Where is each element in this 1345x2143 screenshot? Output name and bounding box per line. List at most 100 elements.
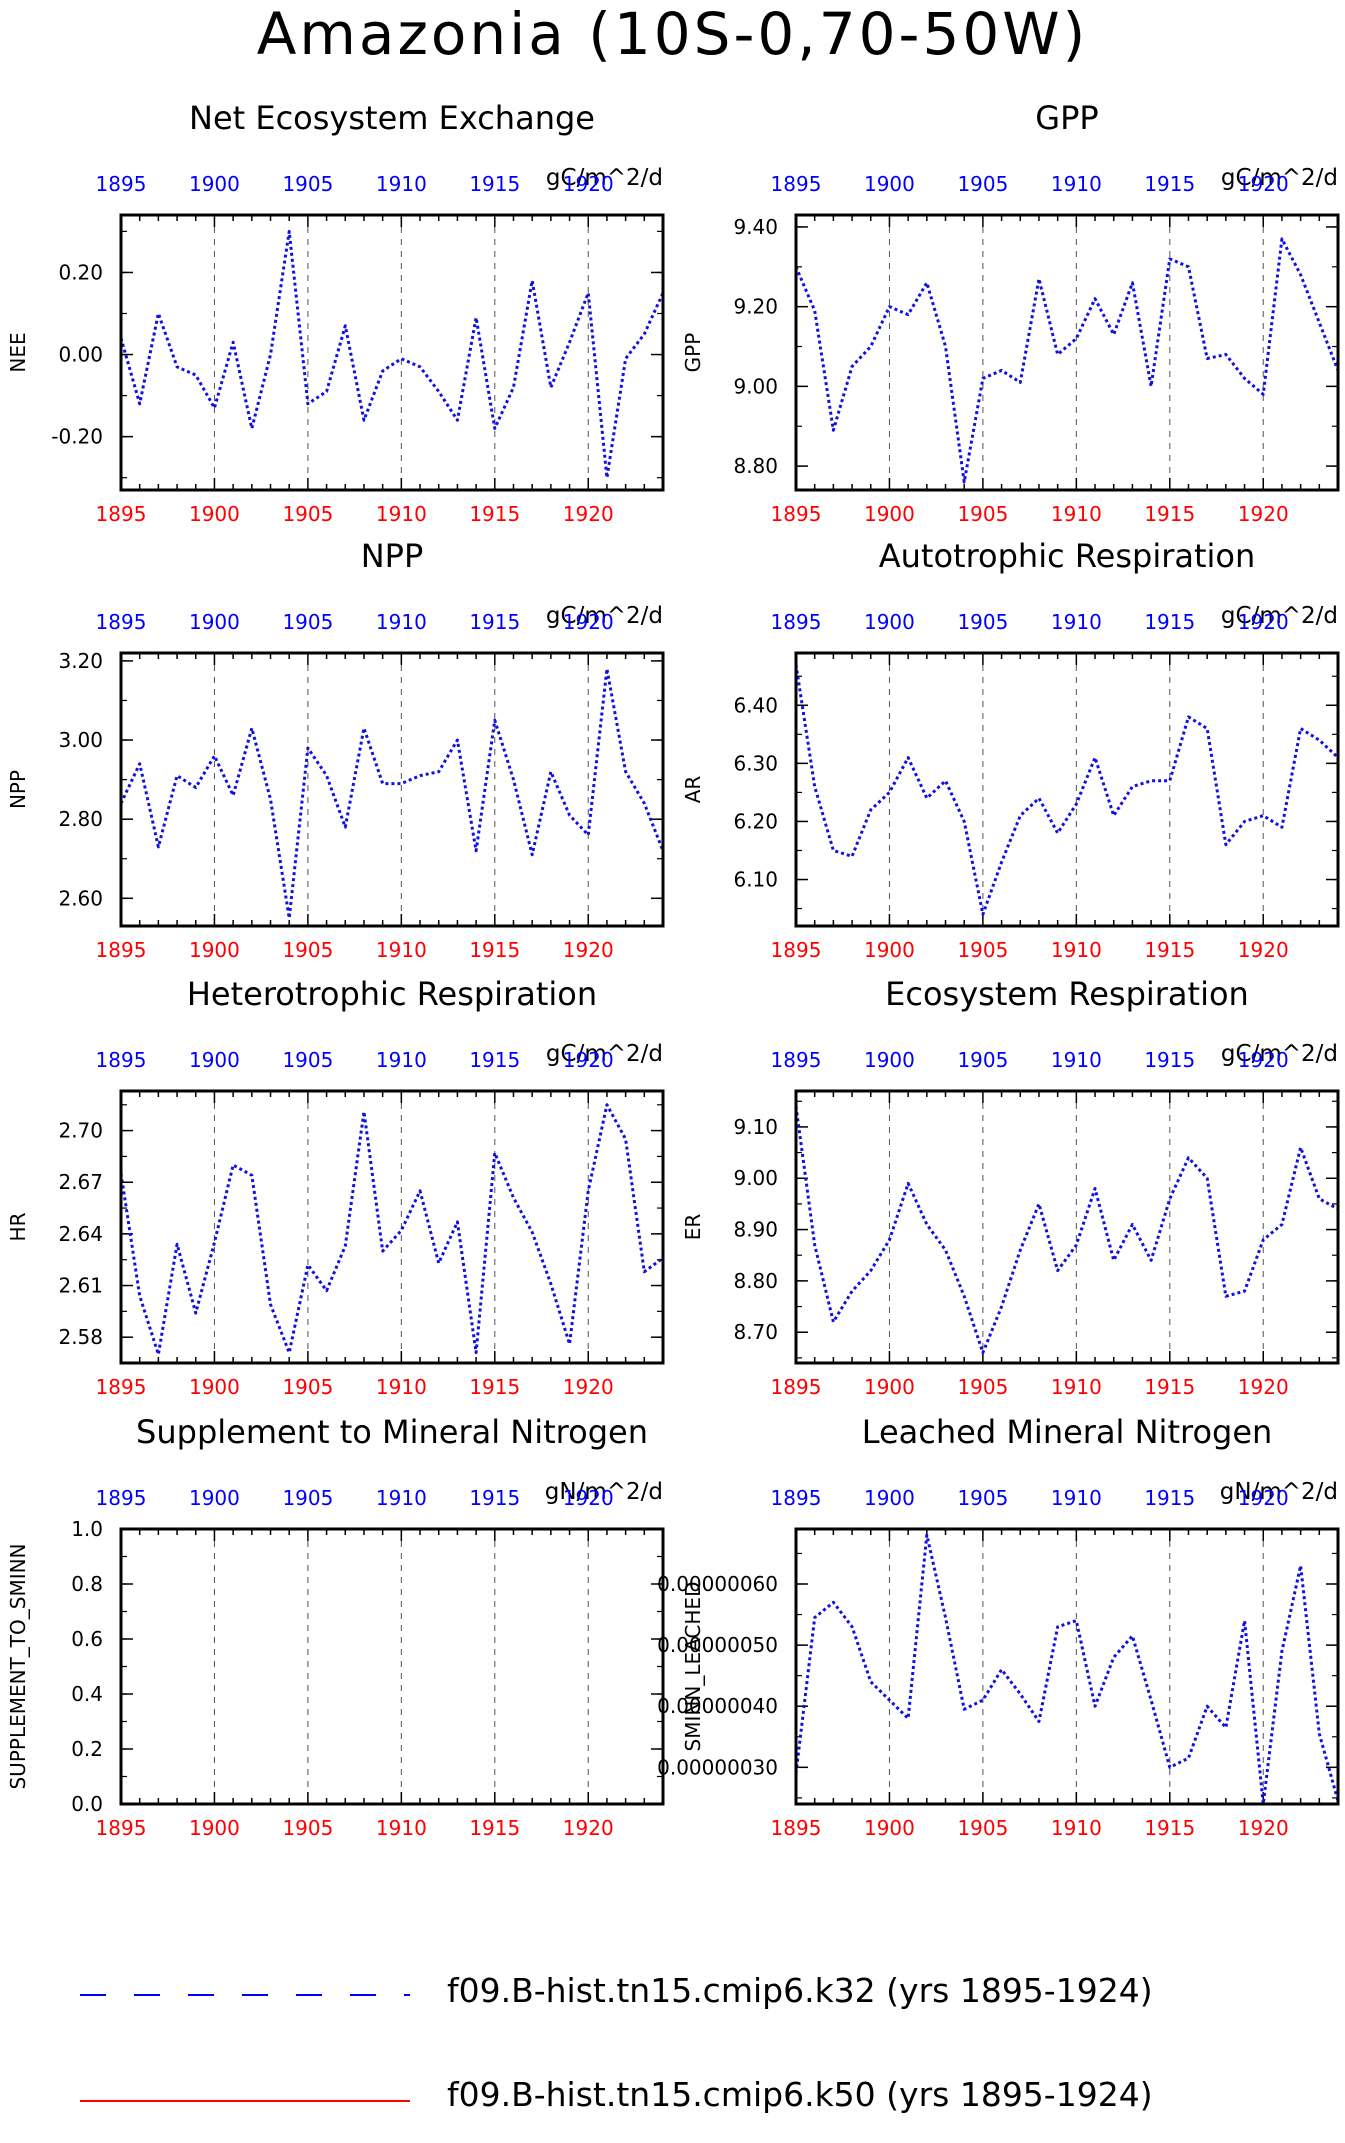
panel-npp: NPP gC/m^2/d NPP 1895 1895 1900 1900 1905 1905 19… — [6, 537, 665, 962]
y-axis-label: NEE — [6, 332, 30, 372]
y-tick-label: 0.20 — [58, 260, 103, 284]
y-tick-label: 2.58 — [58, 1325, 103, 1349]
y-tick-label: 2.67 — [58, 1170, 103, 1194]
x-tick-label: 1900 — [189, 502, 240, 526]
x-tick-label: 1905 — [957, 502, 1008, 526]
x-tick-label: 1910 — [376, 1048, 427, 1072]
y-tick-label: 0.00000060 — [657, 1572, 778, 1596]
y-tick-label: 2.64 — [58, 1222, 103, 1246]
x-tick-label: 1895 — [96, 938, 147, 962]
series-line — [794, 664, 1340, 916]
x-tick-label: 1905 — [957, 1816, 1008, 1840]
x-tick-label: 1920 — [1238, 938, 1289, 962]
panel-title: Leached Mineral Nitrogen — [862, 1413, 1273, 1451]
series-line — [794, 237, 1340, 484]
x-tick-label: 1895 — [96, 172, 147, 196]
y-tick-label: 0.00000030 — [657, 1755, 778, 1779]
x-tick-label: 1910 — [376, 938, 427, 962]
x-tick-label: 1910 — [1051, 1816, 1102, 1840]
legend-label-run1: f09.B-hist.tn15.cmip6.k32 (yrs 1895-1924… — [447, 1971, 1153, 2010]
x-tick-label: 1905 — [957, 1486, 1008, 1510]
x-tick-label: 1920 — [1238, 1816, 1289, 1840]
x-tick-label: 1915 — [469, 1816, 520, 1840]
y-tick-label: 2.60 — [58, 886, 103, 910]
y-tick-label: 9.00 — [733, 1166, 778, 1190]
x-tick-label: 1900 — [189, 1816, 240, 1840]
x-tick-label: 1905 — [957, 1375, 1008, 1399]
y-axis-label: GPP — [681, 333, 705, 373]
legend-line-run1 — [80, 1994, 410, 1996]
plot-frame — [794, 1089, 1340, 1365]
x-tick-label: 1910 — [1051, 1048, 1102, 1072]
x-tick-label: 1895 — [771, 1375, 822, 1399]
x-tick-label: 1900 — [189, 1375, 240, 1399]
y-tick-label: 0.4 — [71, 1682, 103, 1706]
y-tick-label: 8.80 — [733, 1269, 778, 1293]
y-axis-label: ER — [681, 1214, 705, 1241]
y-axis-label: AR — [681, 776, 705, 804]
x-tick-label: 1900 — [864, 938, 915, 962]
y-tick-label: 0.6 — [71, 1627, 103, 1651]
x-tick-label: 1920 — [1238, 610, 1289, 634]
x-tick-label: 1900 — [189, 172, 240, 196]
x-tick-label: 1915 — [1144, 1375, 1195, 1399]
x-tick-label: 1910 — [1051, 938, 1102, 962]
x-tick-label: 1910 — [376, 1816, 427, 1840]
series-line — [794, 1106, 1339, 1355]
x-tick-label: 1910 — [376, 1486, 427, 1510]
y-tick-label: 6.10 — [733, 868, 778, 892]
x-tick-label: 1915 — [469, 610, 520, 634]
legend-entry-run2: f09.B-hist.tn15.cmip6.k50 (yrs 1895-1924… — [0, 2075, 1345, 2143]
legend-label-run2: f09.B-hist.tn15.cmip6.k50 (yrs 1895-1924… — [447, 2075, 1153, 2114]
units-label: gC/m^2/d — [546, 603, 663, 629]
x-tick-label: 1905 — [957, 938, 1008, 962]
panel-ar: Autotrophic Respiration gC/m^2/d AR 1895 189… — [681, 537, 1340, 962]
plot-frame — [119, 1527, 665, 1806]
x-tick-label: 1915 — [469, 938, 520, 962]
plot-frame — [794, 213, 1340, 492]
x-tick-label: 1895 — [96, 1486, 147, 1510]
x-tick-label: 1895 — [771, 1816, 822, 1840]
series-line — [794, 1533, 1340, 1806]
x-tick-label: 1920 — [563, 610, 614, 634]
x-tick-label: 1905 — [282, 1816, 333, 1840]
x-tick-label: 1900 — [864, 1048, 915, 1072]
x-tick-label: 1905 — [282, 1486, 333, 1510]
x-tick-label: 1910 — [376, 172, 427, 196]
x-tick-label: 1910 — [1051, 1375, 1102, 1399]
panel-title: Net Ecosystem Exchange — [189, 99, 595, 137]
panel-gpp: GPP gC/m^2/d GPP 1895 1895 1900 1900 1905 1905 19… — [681, 99, 1340, 526]
x-tick-label: 1900 — [189, 610, 240, 634]
x-tick-label: 1920 — [563, 502, 614, 526]
y-tick-label: 9.40 — [733, 215, 778, 239]
y-axis-label: NPP — [6, 770, 30, 809]
x-tick-label: 1905 — [282, 1375, 333, 1399]
y-tick-label: 0.00000040 — [657, 1694, 778, 1718]
x-tick-label: 1920 — [563, 1048, 614, 1072]
x-tick-label: 1900 — [189, 1486, 240, 1510]
panel-supplement-to-sminn: Supplement to Mineral Nitrogen gN/m^2/d SU… — [6, 1413, 665, 1840]
units-label: gC/m^2/d — [546, 165, 663, 191]
y-tick-label: 6.30 — [733, 751, 778, 775]
y-tick-label: 3.20 — [58, 649, 103, 673]
panel-sminn-leached: Leached Mineral Nitrogen gN/m^2/d SMINN_LE… — [657, 1413, 1340, 1840]
x-tick-label: 1895 — [96, 1375, 147, 1399]
x-tick-label: 1895 — [771, 1486, 822, 1510]
panel-title: Supplement to Mineral Nitrogen — [136, 1413, 648, 1451]
x-tick-label: 1900 — [189, 1048, 240, 1072]
y-tick-label: 6.20 — [733, 809, 778, 833]
x-tick-label: 1900 — [864, 502, 915, 526]
y-tick-label: -0.20 — [51, 425, 103, 449]
y-tick-label: 9.10 — [733, 1115, 778, 1139]
y-tick-label: 9.20 — [733, 295, 778, 319]
y-tick-label: 0.00 — [58, 343, 103, 367]
units-label: gN/m^2/d — [1220, 1479, 1338, 1505]
y-axis-label: SMINN_LEACHED — [681, 1582, 705, 1752]
x-tick-label: 1895 — [96, 1816, 147, 1840]
series-line — [119, 667, 665, 920]
y-tick-label: 2.80 — [58, 807, 103, 831]
x-tick-label: 1920 — [1238, 1375, 1289, 1399]
x-tick-label: 1895 — [771, 610, 822, 634]
y-tick-label: 8.80 — [733, 454, 778, 478]
x-tick-label: 1920 — [1238, 172, 1289, 196]
